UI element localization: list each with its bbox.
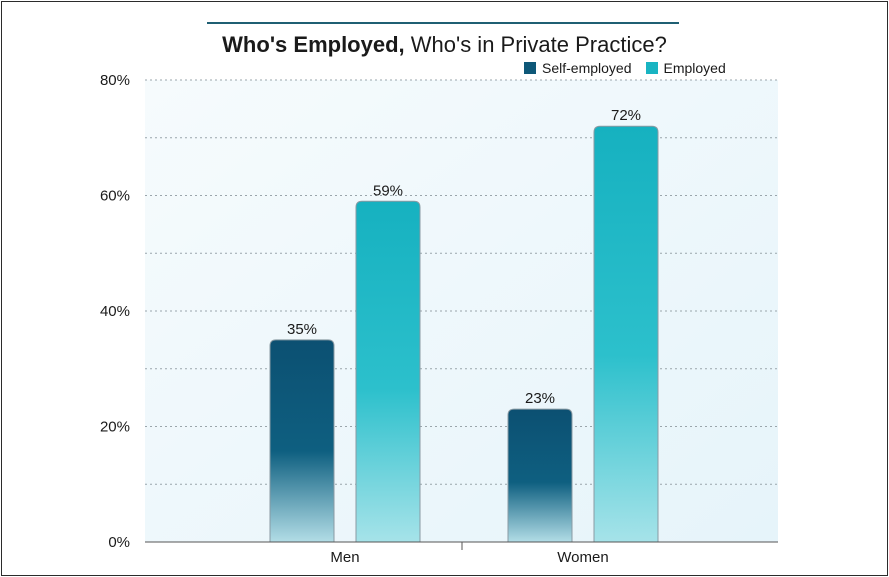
chart-title-rest: Who's in Private Practice? xyxy=(404,32,667,57)
bar-self-employed-women xyxy=(507,408,573,543)
legend-label-employed: Employed xyxy=(663,60,726,76)
bar-employed-men xyxy=(355,200,421,543)
x-axis-labels: Men Women xyxy=(330,549,608,566)
bar-self-employed-men xyxy=(269,339,335,543)
bar-value-label: 72% xyxy=(611,107,641,124)
bars: 35% 59% 23% 72% xyxy=(269,107,659,543)
y-axis-ticks: 0% 20% 40% 60% 80% xyxy=(100,72,130,551)
chart-title: Who's Employed, Who's in Private Practic… xyxy=(2,32,887,58)
legend: Self-employed Employed xyxy=(524,60,726,76)
y-tick-label: 60% xyxy=(100,188,130,205)
grid-lines xyxy=(145,79,778,485)
y-tick-label: 0% xyxy=(108,534,130,551)
bar-value-label: 35% xyxy=(287,321,317,338)
bar-employed-women xyxy=(593,125,659,543)
legend-item-employed: Employed xyxy=(645,60,726,76)
x-category-label: Women xyxy=(557,549,608,566)
chart-title-bold: Who's Employed, xyxy=(222,32,405,57)
x-category-label: Men xyxy=(330,549,359,566)
y-tick-label: 20% xyxy=(100,419,130,436)
legend-item-self-employed: Self-employed xyxy=(524,60,632,76)
title-rule xyxy=(207,22,679,24)
bar-value-label: 23% xyxy=(525,390,555,407)
legend-swatch-self-employed xyxy=(524,62,536,74)
legend-label-self-employed: Self-employed xyxy=(542,60,632,76)
bar-value-label: 59% xyxy=(373,182,403,199)
y-tick-label: 80% xyxy=(100,72,130,89)
y-tick-label: 40% xyxy=(100,303,130,320)
legend-swatch-employed xyxy=(645,62,658,74)
